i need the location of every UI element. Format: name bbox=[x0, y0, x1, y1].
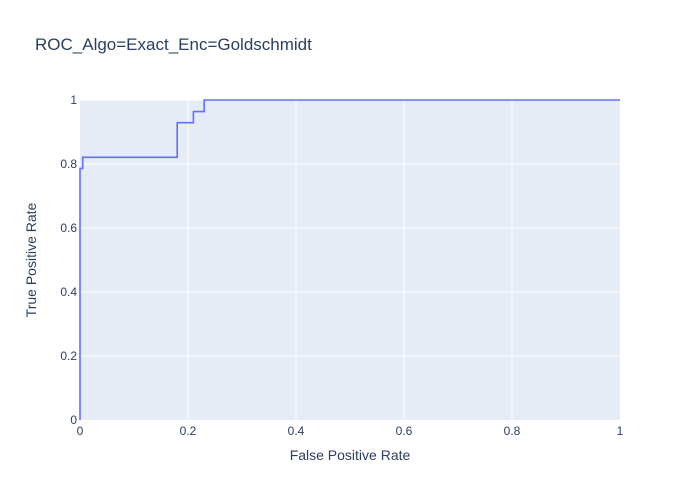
x-tick-labels: 0 0.2 0.4 0.6 0.8 1 bbox=[77, 424, 624, 438]
x-tick-label: 0.6 bbox=[396, 424, 413, 438]
series-layer bbox=[79, 99, 620, 420]
x-tick-label: 0 bbox=[77, 424, 84, 438]
x-gridlines bbox=[187, 100, 513, 420]
y-tick-label: 0.8 bbox=[60, 157, 77, 171]
y-tick-label: 0.4 bbox=[60, 285, 77, 299]
y-tick-label: 0 bbox=[70, 413, 77, 427]
y-tick-label: 1 bbox=[70, 93, 77, 107]
chart-title: ROC_Algo=Exact_Enc=Goldschmidt bbox=[35, 35, 312, 54]
x-axis-label: False Positive Rate bbox=[290, 447, 411, 463]
x-tick-label: 0.4 bbox=[288, 424, 305, 438]
x-tick-label: 0.2 bbox=[180, 424, 197, 438]
y-axis-label: True Positive Rate bbox=[23, 202, 39, 317]
y-tick-label: 0.2 bbox=[60, 349, 77, 363]
x-tick-label: 0.8 bbox=[504, 424, 521, 438]
y-tick-labels: 0 0.2 0.4 0.6 0.8 1 bbox=[60, 93, 77, 427]
plot-area bbox=[80, 100, 620, 420]
y-tick-label: 0.6 bbox=[60, 221, 77, 235]
x-tick-label: 1 bbox=[617, 424, 624, 438]
roc-curve-line bbox=[79, 99, 620, 420]
